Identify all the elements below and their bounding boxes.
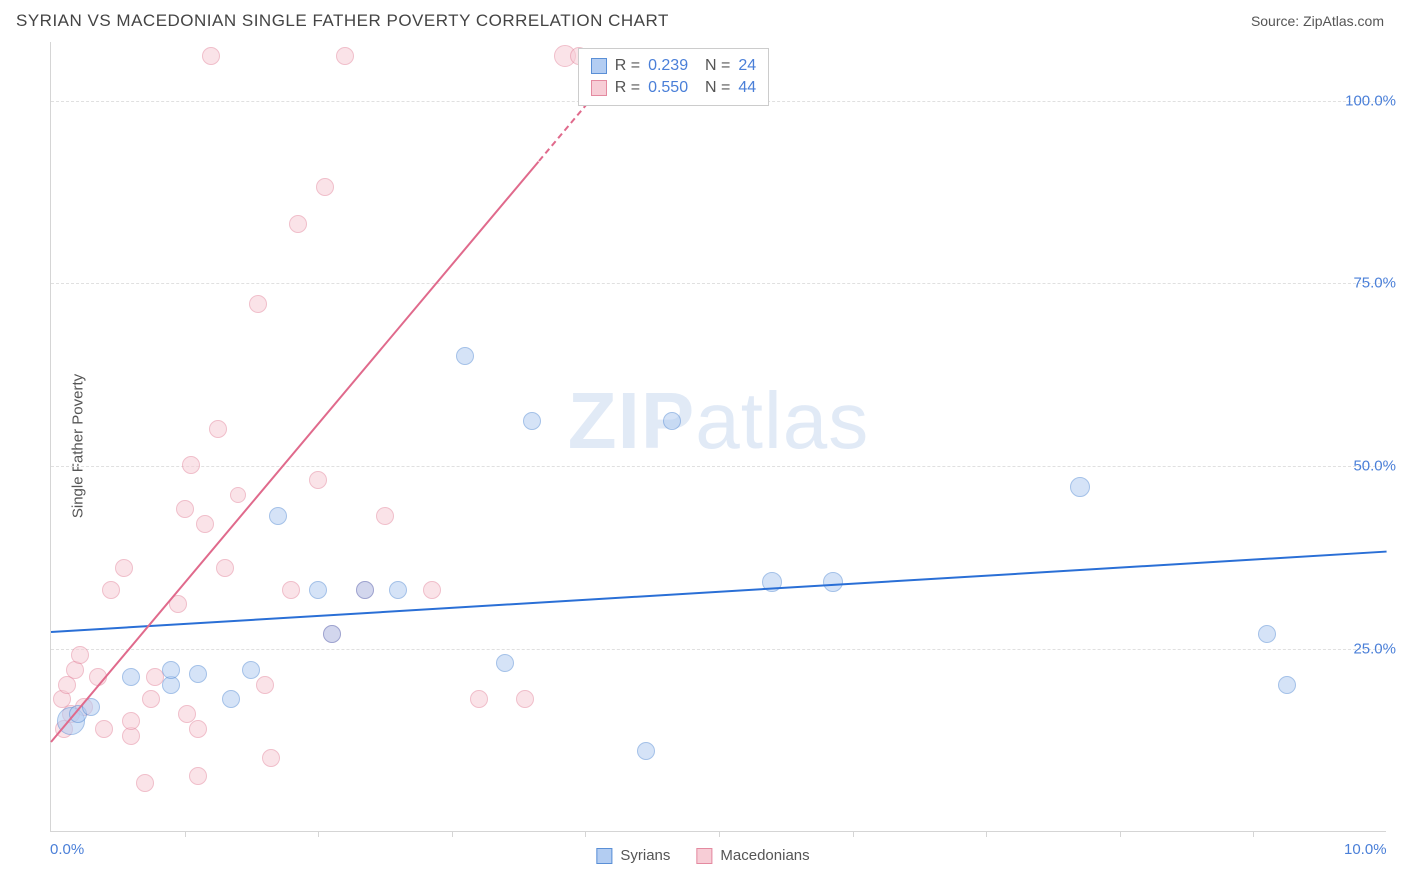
data-point-macedonians [336, 47, 354, 65]
correlation-row-syrians: R = 0.239 N = 24 [591, 55, 756, 77]
data-point-macedonians [209, 420, 227, 438]
data-point-macedonians [256, 676, 274, 694]
data-point-macedonians [122, 712, 140, 730]
x-tick-mark [719, 831, 720, 837]
legend-label: Syrians [620, 847, 670, 864]
y-tick-label: 100.0% [1345, 92, 1396, 109]
data-point-macedonians [196, 515, 214, 533]
data-point-macedonians [516, 690, 534, 708]
data-point-macedonians [216, 559, 234, 577]
trend-line [51, 550, 1387, 632]
data-point-macedonians [423, 581, 441, 599]
x-tick-mark [853, 831, 854, 837]
y-tick-label: 75.0% [1353, 275, 1396, 292]
data-point-syrians [1278, 676, 1296, 694]
data-point-macedonians [142, 690, 160, 708]
data-point-syrians [496, 654, 514, 672]
x-tick-mark [452, 831, 453, 837]
data-point-macedonians [95, 720, 113, 738]
r-value: 0.550 [648, 79, 688, 97]
stat-label: R = [615, 79, 640, 97]
data-point-syrians [356, 581, 374, 599]
x-tick-mark [185, 831, 186, 837]
data-point-syrians [1258, 625, 1276, 643]
legend-swatch [696, 848, 712, 864]
watermark-rest: atlas [695, 376, 869, 465]
stat-label: R = [615, 57, 640, 75]
data-point-syrians [663, 412, 681, 430]
data-point-syrians [456, 347, 474, 365]
data-point-macedonians [262, 749, 280, 767]
stat-label: N = [696, 57, 730, 75]
data-point-syrians [389, 581, 407, 599]
x-tick-mark [1253, 831, 1254, 837]
data-point-macedonians [202, 47, 220, 65]
data-point-syrians [823, 572, 843, 592]
legend-bottom: Syrians Macedonians [596, 847, 809, 864]
data-point-macedonians [282, 581, 300, 599]
data-point-macedonians [189, 720, 207, 738]
data-point-syrians [1070, 477, 1090, 497]
chart-title: SYRIAN VS MACEDONIAN SINGLE FATHER POVER… [16, 11, 669, 31]
data-point-macedonians [470, 690, 488, 708]
n-value: 24 [738, 57, 756, 75]
data-point-macedonians [115, 559, 133, 577]
data-point-syrians [323, 625, 341, 643]
x-tick-label: 10.0% [1344, 841, 1387, 858]
legend-swatch [591, 58, 607, 74]
data-point-syrians [162, 661, 180, 679]
data-point-syrians [523, 412, 541, 430]
data-point-macedonians [289, 215, 307, 233]
data-point-macedonians [176, 500, 194, 518]
data-point-macedonians [230, 487, 246, 503]
gridline-h [51, 466, 1386, 467]
gridline-h [51, 649, 1386, 650]
legend-item-macedonians: Macedonians [696, 847, 809, 864]
watermark: ZIPatlas [568, 375, 869, 467]
data-point-syrians [122, 668, 140, 686]
x-tick-mark [585, 831, 586, 837]
data-point-syrians [189, 665, 207, 683]
data-point-macedonians [136, 774, 154, 792]
trend-line [50, 160, 539, 742]
data-point-macedonians [309, 471, 327, 489]
x-tick-mark [1120, 831, 1121, 837]
data-point-macedonians [376, 507, 394, 525]
chart-header: SYRIAN VS MACEDONIAN SINGLE FATHER POVER… [0, 0, 1406, 42]
data-point-syrians [269, 507, 287, 525]
legend-swatch [596, 848, 612, 864]
data-point-syrians [637, 742, 655, 760]
data-point-macedonians [71, 646, 89, 664]
data-point-macedonians [249, 295, 267, 313]
data-point-syrians [309, 581, 327, 599]
data-point-macedonians [316, 178, 334, 196]
n-value: 44 [738, 79, 756, 97]
plot-area: ZIPatlas [50, 42, 1386, 832]
data-point-macedonians [182, 456, 200, 474]
x-tick-label: 0.0% [50, 841, 84, 858]
data-point-syrians [242, 661, 260, 679]
x-tick-mark [986, 831, 987, 837]
correlation-row-macedonians: R = 0.550 N = 44 [591, 77, 756, 99]
legend-item-syrians: Syrians [596, 847, 670, 864]
data-point-macedonians [189, 767, 207, 785]
gridline-h [51, 283, 1386, 284]
y-tick-label: 25.0% [1353, 641, 1396, 658]
legend-swatch [591, 80, 607, 96]
x-tick-mark [318, 831, 319, 837]
data-point-macedonians [102, 581, 120, 599]
y-tick-label: 50.0% [1353, 458, 1396, 475]
data-point-syrians [222, 690, 240, 708]
stat-label: N = [696, 79, 730, 97]
source-attribution: Source: ZipAtlas.com [1251, 13, 1384, 29]
correlation-legend: R = 0.239 N = 24R = 0.550 N = 44 [578, 48, 769, 106]
legend-label: Macedonians [720, 847, 809, 864]
r-value: 0.239 [648, 57, 688, 75]
